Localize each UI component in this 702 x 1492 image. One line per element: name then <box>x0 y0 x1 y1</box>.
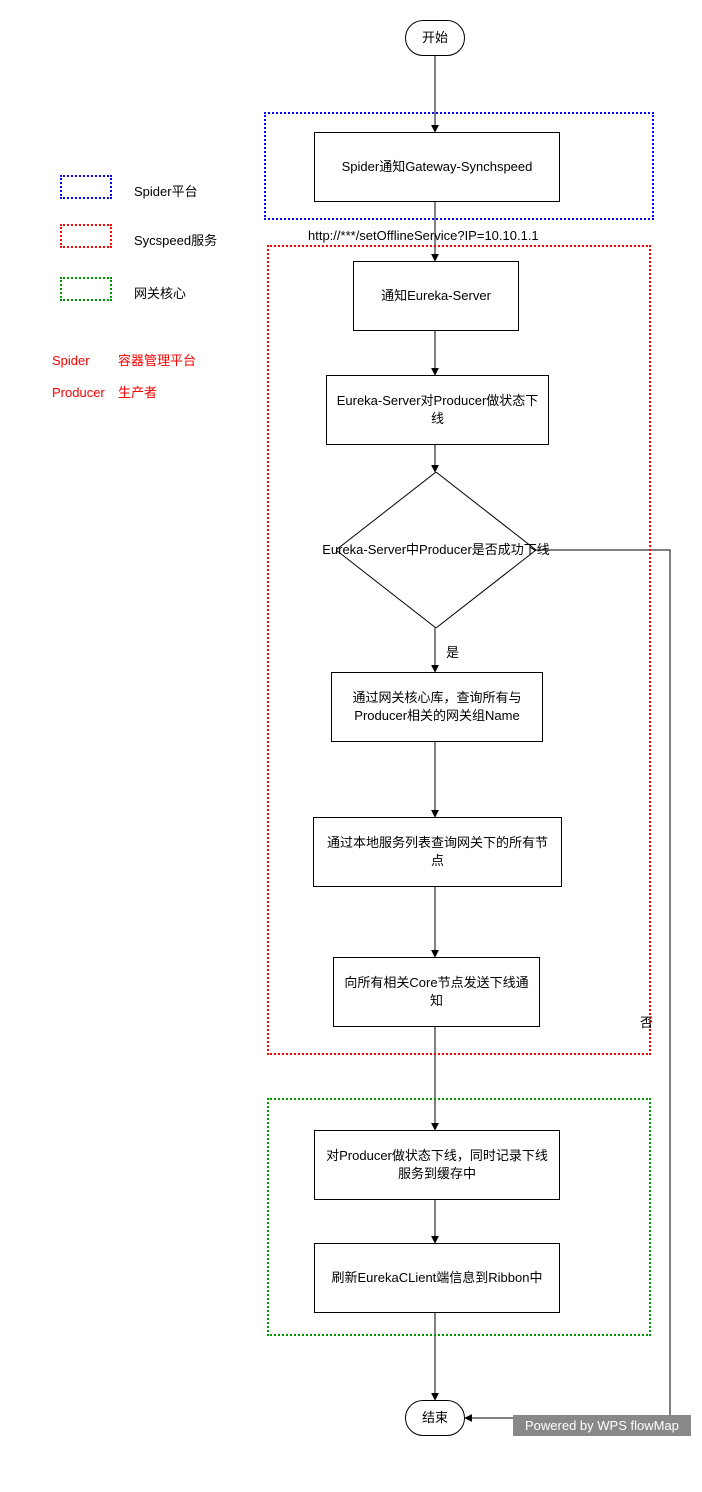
node-n7: 对Producer做状态下线，同时记录下线服务到缓存中 <box>314 1130 560 1200</box>
node-n5: 通过本地服务列表查询网关下的所有节点 <box>313 817 562 887</box>
node-n8: 刷新EurekaCLient端信息到Ribbon中 <box>314 1243 560 1313</box>
node-end: 结束 <box>405 1400 465 1436</box>
node-n6: 向所有相关Core节点发送下线通知 <box>333 957 540 1027</box>
node-n2: 通知Eureka-Server <box>353 261 519 331</box>
node-d1: Eureka-Server中Producer是否成功下线 <box>336 472 536 628</box>
edge-label-http: http://***/setOfflineService?IP=10.10.1.… <box>308 228 539 243</box>
edge-label-yes: 是 <box>446 642 459 661</box>
legend-swatch-0 <box>60 175 112 199</box>
legend-label-0: Spider平台 <box>134 181 198 200</box>
node-start: 开始 <box>405 20 465 56</box>
legend-note-0: Spider容器管理平台 <box>52 350 196 369</box>
legend-label-1: Sycspeed服务 <box>134 230 217 249</box>
node-n4: 通过网关核心库，查询所有与Producer相关的网关组Name <box>331 672 543 742</box>
node-n1: Spider通知Gateway-Synchspeed <box>314 132 560 202</box>
legend-swatch-1 <box>60 224 112 248</box>
node-n3: Eureka-Server对Producer做状态下线 <box>326 375 549 445</box>
legend-note-1: Producer生产者 <box>52 382 157 401</box>
edge-label-no: 否 <box>640 1012 653 1031</box>
legend-swatch-2 <box>60 277 112 301</box>
legend-label-2: 网关核心 <box>134 283 186 302</box>
watermark: Powered by WPS flowMap <box>513 1415 691 1436</box>
